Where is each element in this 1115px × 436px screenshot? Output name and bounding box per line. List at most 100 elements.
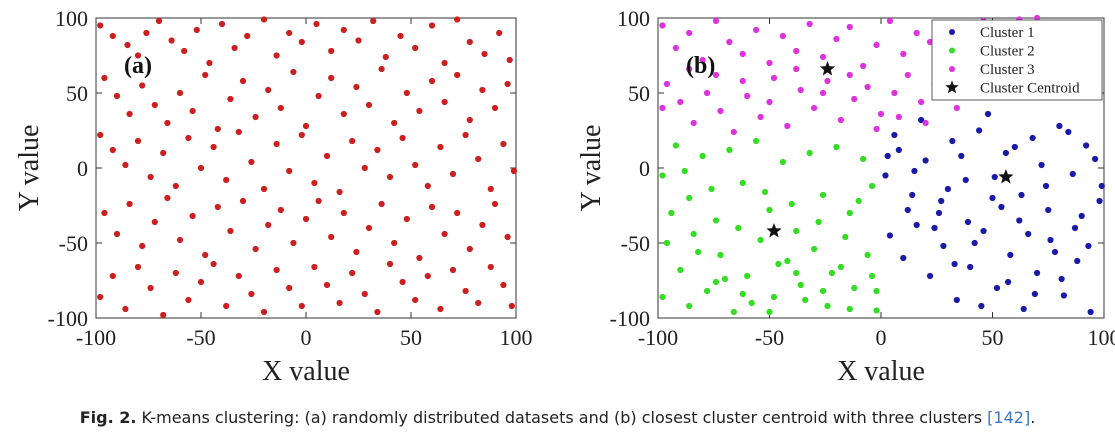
chart-1-series-2-point: [837, 116, 844, 124]
chart-1-series-0-point: [944, 185, 951, 193]
chart-1-series-2-point: [819, 89, 827, 97]
chart-1-legend-box: [931, 19, 1103, 101]
chart-0-series-0-point: [428, 203, 436, 211]
chart-0-series-0-point: [500, 140, 507, 148]
chart-0-series-0-point: [378, 65, 385, 73]
chart-0-series-0-point: [361, 164, 368, 172]
chart-0-series-0-point: [239, 77, 247, 85]
chart-0-series-0-point: [353, 83, 360, 91]
chart-1-series-1-point: [690, 230, 697, 238]
chart-1-series-1-point: [717, 251, 724, 259]
chart-1-series-1-point: [855, 197, 862, 205]
chart-0-series-0-point: [151, 101, 158, 109]
chart-0-series-0-point: [374, 308, 381, 316]
chart-0-series-0-point: [508, 302, 515, 310]
chart-1-series-1-point: [735, 224, 742, 232]
chart-1-series-2-point: [819, 53, 827, 61]
chart-1-series-1-point: [788, 200, 795, 208]
chart-1-ytick-label: -100: [610, 306, 650, 331]
chart-1-xlabel: X value: [837, 356, 925, 387]
chart-1-series-0-point: [918, 116, 925, 124]
chart-1-series-0-point: [1029, 134, 1036, 142]
chart-1-series-2-point: [686, 29, 693, 37]
chart-0-ytick-label: 100: [55, 6, 88, 31]
chart-0-xlabel: X value: [262, 356, 350, 387]
chart-0-series-0-point: [239, 197, 247, 205]
chart-0-series-0-point: [206, 59, 213, 67]
chart-1-series-2-point: [677, 98, 684, 106]
chart-1-series-0-point: [1060, 292, 1067, 299]
chart-0-series-0-point: [355, 37, 362, 44]
chart-1-series-0-point: [1018, 191, 1025, 199]
chart-1-series-1-point: [864, 251, 871, 259]
chart-1-series-2-point: [864, 83, 871, 91]
chart-0-series-0-point: [311, 263, 318, 271]
chart-1-series-0-point: [1025, 230, 1032, 238]
chart-0-series-0-point: [134, 137, 142, 145]
chart-0-series-0-point: [437, 143, 444, 151]
chart-0-series-0-point: [311, 179, 318, 187]
chart-1-series-1-point: [686, 302, 693, 310]
chart-0-series-0-point: [168, 37, 175, 44]
chart-1-series-1-point: [806, 149, 813, 157]
chart-1-series-0-point: [993, 284, 1001, 292]
chart-1-series-1-point: [770, 293, 778, 301]
chart-1-series-0-point: [1016, 217, 1023, 224]
chart-0-series-0-point: [286, 29, 293, 37]
chart-1-series-2-point: [846, 71, 853, 79]
chart-0-series-0-point: [449, 170, 457, 178]
chart-1-series-1-point: [860, 155, 867, 163]
chart-0-series-0-point: [353, 248, 360, 256]
chart-0-series-0-point: [391, 119, 398, 127]
chart-1-series-2-point: [712, 71, 720, 79]
caption-ref-link[interactable]: [142]: [987, 408, 1031, 427]
chart-0-series-0-point: [172, 269, 179, 277]
chart-1-series-2-point: [904, 71, 911, 79]
chart-0-series-0-point: [386, 260, 394, 268]
chart-0-series-0-point: [403, 215, 410, 223]
chart-0-series-0-point: [160, 149, 167, 157]
chart-1-series-0-point: [998, 203, 1005, 211]
chart-0-series-0-point: [273, 52, 280, 59]
chart-1-series-2-point: [1034, 14, 1041, 22]
chart-1-series-0-point: [1056, 122, 1063, 130]
chart-0-panel-label: (a): [124, 53, 152, 79]
chart-1-series-2-point: [953, 104, 960, 112]
chart-0-series-0-point: [210, 260, 217, 268]
chart-1-series-1-point: [868, 182, 876, 190]
chart-1-series-2-point: [766, 98, 773, 106]
chart-1-series-1-point: [802, 296, 809, 304]
chart-1-centroid-star: [819, 61, 836, 76]
chart-0-series-0-point: [454, 209, 461, 217]
chart-1-series-1-point: [703, 287, 711, 295]
chart-1-legend-entry: Cluster Centroid: [980, 81, 1080, 97]
chart-1-series-1-point: [668, 209, 675, 217]
chart-0-series-0-point: [273, 140, 280, 148]
chart-0-series-0-point: [227, 227, 234, 235]
chart-0-series-0-point: [185, 134, 192, 142]
chart-0-series-0-point: [223, 176, 230, 184]
chart-0-series-0-point: [134, 263, 142, 271]
chart-1-series-0-point: [895, 146, 902, 154]
caption-label: Fig. 2.: [79, 408, 137, 427]
chart-1-series-1-point: [686, 194, 693, 202]
chart-1-series-0-point: [1091, 155, 1099, 163]
chart-1-ylabel: Y value: [576, 125, 607, 212]
chart-1-series-1-point: [659, 293, 666, 301]
chart-1-series-1-point: [819, 287, 827, 295]
chart-0-series-0-point: [97, 22, 104, 29]
chart-1-series-2-point: [873, 125, 880, 133]
chart-1-series-0-point: [949, 137, 956, 145]
chart-0-series-0-point: [487, 263, 494, 271]
chart-1-ytick-label: 50: [628, 81, 650, 106]
chart-1-series-1-point: [712, 278, 720, 286]
chart-0-series-0-point: [214, 125, 221, 133]
chart-1-series-0-point: [1002, 149, 1009, 157]
chart-0-series-0-point: [113, 92, 121, 100]
chart-0-series-0-point: [479, 86, 486, 94]
chart-0-series-0-point: [122, 305, 129, 313]
chart-0-series-0-point: [323, 281, 331, 289]
chart-0-series-0-point: [202, 251, 209, 259]
chart-1-series-0-point: [904, 206, 911, 214]
chart-1-series-0-point: [958, 152, 965, 160]
